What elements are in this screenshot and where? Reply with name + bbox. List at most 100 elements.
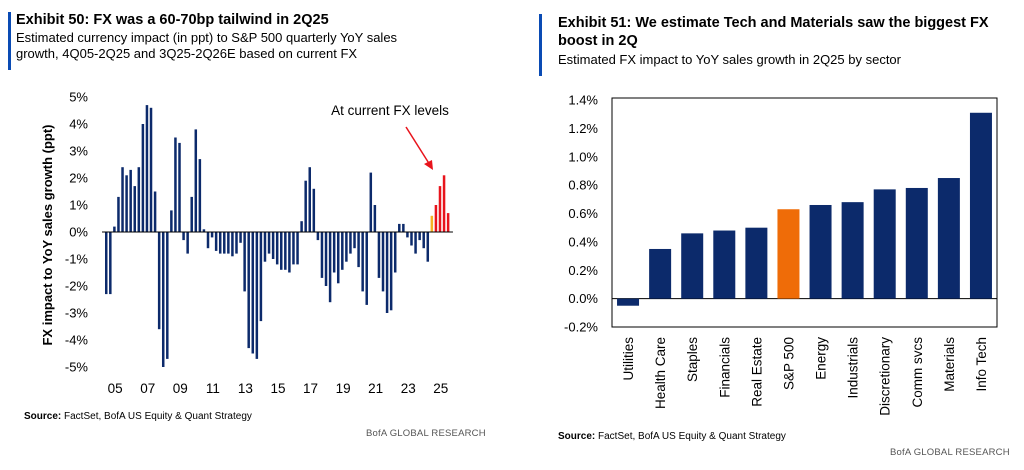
bar-navy (328, 232, 332, 303)
exhibit-50-source: Source: FactSet, BofA US Equity & Quant … (24, 411, 252, 422)
y-axis-title: FX impact to YoY sales growth (ppt) (40, 124, 55, 345)
bar-navy (133, 186, 136, 232)
y-tick-label: 4% (69, 117, 88, 132)
exhibit-50-panel: Exhibit 50: FX was a 60-70bp tailwind in… (0, 0, 505, 470)
bar-navy (247, 232, 250, 349)
bar-navy (288, 232, 291, 273)
title-accent-bar (539, 14, 542, 76)
bar-navy (284, 232, 287, 270)
bar-navy (145, 105, 149, 232)
bar-navy (263, 232, 267, 262)
bar-navy (304, 180, 307, 232)
x-category-label: S&P 500 (781, 337, 796, 390)
y-tick-label: 1.0% (568, 149, 598, 164)
bar-navy (324, 232, 328, 286)
y-tick-label: 0.4% (568, 234, 598, 249)
bar-navy (389, 232, 393, 311)
bar-navy (414, 232, 417, 254)
bar-red (434, 205, 438, 232)
bar-navy (166, 232, 169, 359)
bar-navy (418, 232, 421, 241)
bar-navy (255, 232, 259, 359)
annotation-arrow-head (424, 160, 433, 170)
bar-navy (210, 232, 214, 238)
sector-fx-impact-chart: 1.4% 1.2% 1.0% 0.8% 0.6% 0.4% 0.2% 0.0% -0.2% Ut… (564, 93, 998, 416)
bar-yellow (430, 215, 434, 232)
title-accent-bar (8, 12, 11, 70)
bar-red (438, 186, 442, 232)
bar-navy (243, 232, 246, 292)
source-text: FactSet, BofA US Equity & Quant Strategy (598, 431, 786, 442)
bar-navy (398, 223, 401, 232)
bar-navy (121, 167, 124, 232)
bar-navy (174, 137, 177, 232)
bar-navy (105, 232, 108, 295)
y-tick-label: 1.4% (568, 93, 598, 108)
y-tick-label: 0.2% (568, 263, 598, 278)
plot-area-frame (611, 97, 998, 328)
exhibit-51-panel: Exhibit 51: We estimate Tech and Materia… (528, 0, 1024, 470)
bar-navy (422, 232, 425, 249)
y-tick-label: 0.8% (568, 178, 598, 193)
y-tick-label: 2% (69, 171, 88, 186)
bar-financials (713, 230, 736, 299)
bar-red (442, 175, 446, 232)
bar-health-care (649, 248, 672, 299)
bar-navy (345, 232, 348, 262)
exhibit-50-subtitle-line2: growth, 4Q05-2Q25 and 3Q25-2Q26E based o… (16, 46, 358, 61)
y-tick-label: 1.2% (568, 121, 598, 136)
x-tick-label: 07 (140, 381, 155, 396)
bar-navy (280, 232, 283, 270)
bar-navy (223, 232, 226, 254)
bar-navy (182, 232, 185, 241)
bar-navy (206, 232, 210, 249)
y-tick-label: -2% (65, 279, 89, 294)
x-tick-label: 05 (108, 381, 123, 396)
bar-navy (275, 232, 279, 265)
exhibit-50-title: Exhibit 50: FX was a 60-70bp tailwind in… (16, 12, 329, 28)
x-category-label: Discretionary (878, 337, 893, 416)
x-category-label: Industrials (846, 337, 861, 399)
exhibit-50-subtitle: Estimated currency impact (in ppt) to S&… (16, 30, 397, 62)
x-category-label: Financials (717, 337, 732, 398)
x-tick-label: 09 (173, 381, 188, 396)
annotation-arrow (405, 126, 431, 166)
bar-navy (186, 232, 189, 254)
y-tick-label: 1% (69, 198, 88, 213)
y-tick-label: 5% (69, 90, 88, 105)
exhibit-50-credit: BofA GLOBAL RESEARCH (366, 428, 486, 439)
bar-navy (231, 232, 234, 257)
y-tick-label: 3% (69, 144, 88, 159)
bar-navy (316, 232, 320, 241)
bar-navy (336, 232, 340, 284)
x-tick-label: 15 (270, 381, 285, 396)
bar-s-p-500 (777, 209, 800, 299)
x-tick-label: 21 (368, 381, 383, 396)
bar-real-estate (745, 227, 768, 299)
bar-navy (214, 232, 218, 251)
source-text: FactSet, BofA US Equity & Quant Strategy (64, 411, 252, 422)
source-label: Source: (558, 431, 596, 442)
bar-navy (141, 124, 145, 232)
bar-navy (170, 210, 173, 232)
bar-navy (202, 229, 206, 232)
bar-navy (117, 196, 120, 232)
bar-navy (161, 232, 165, 367)
x-category-label: Info Tech (974, 337, 989, 392)
x-category-label: Staples (685, 337, 700, 382)
bar-navy (312, 188, 316, 232)
bar-navy (381, 232, 385, 292)
exhibit-51-credit: BofA GLOBAL RESEARCH (890, 447, 1010, 458)
exhibit-51-subtitle: Estimated FX impact to YoY sales growth … (558, 52, 901, 67)
bar-navy (406, 232, 409, 238)
y-tick-label: -0.2% (564, 320, 598, 335)
bar-navy (113, 226, 116, 232)
bar-navy (361, 232, 364, 292)
bar-navy (271, 232, 275, 259)
x-tick-label: 11 (206, 381, 220, 396)
annotation-current-fx: At current FX levels (331, 103, 449, 118)
bar-navy (178, 142, 181, 232)
bar-comm-svcs (905, 187, 928, 299)
exhibit-51-source: Source: FactSet, BofA US Equity & Quant … (558, 431, 786, 442)
bar-navy (125, 175, 128, 232)
